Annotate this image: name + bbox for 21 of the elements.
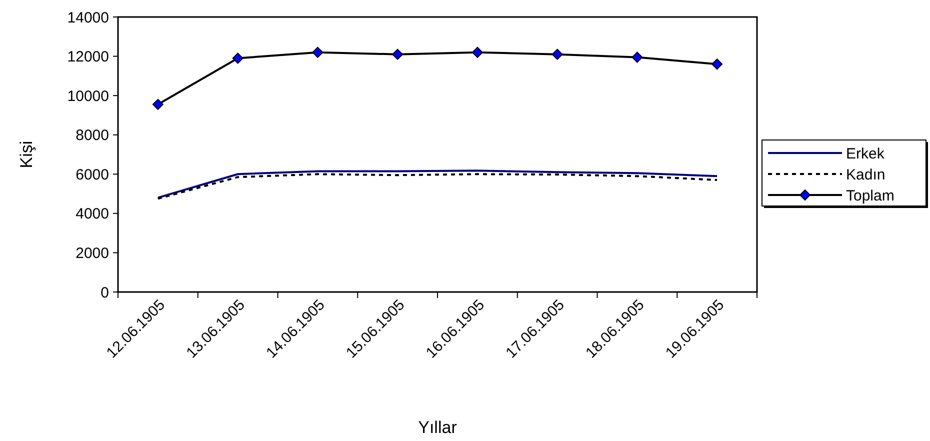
point: [152, 98, 164, 110]
legend-label: Erkek: [846, 145, 885, 162]
y-axis-title: Kişi: [17, 140, 36, 168]
y-tick-label: 14000: [67, 9, 109, 26]
y-tick-label: 2000: [76, 244, 109, 262]
y-tick-label: 10000: [67, 88, 109, 105]
point: [392, 48, 404, 60]
legend-label: Toplam: [846, 187, 894, 204]
point: [232, 52, 244, 64]
point: [552, 48, 563, 60]
point: [712, 58, 723, 70]
point: [472, 46, 483, 58]
x-axis-title: Yıllar: [418, 418, 458, 437]
y-tick-label: 0: [100, 284, 109, 302]
y-tick-label: 12000: [67, 48, 109, 66]
y-tick-label: 6000: [76, 166, 109, 184]
y-tick-label: 4000: [76, 206, 109, 223]
legend-label: Kadın: [846, 166, 886, 184]
point: [632, 52, 643, 63]
y-tick-label: 8000: [76, 127, 109, 144]
point: [312, 46, 324, 58]
